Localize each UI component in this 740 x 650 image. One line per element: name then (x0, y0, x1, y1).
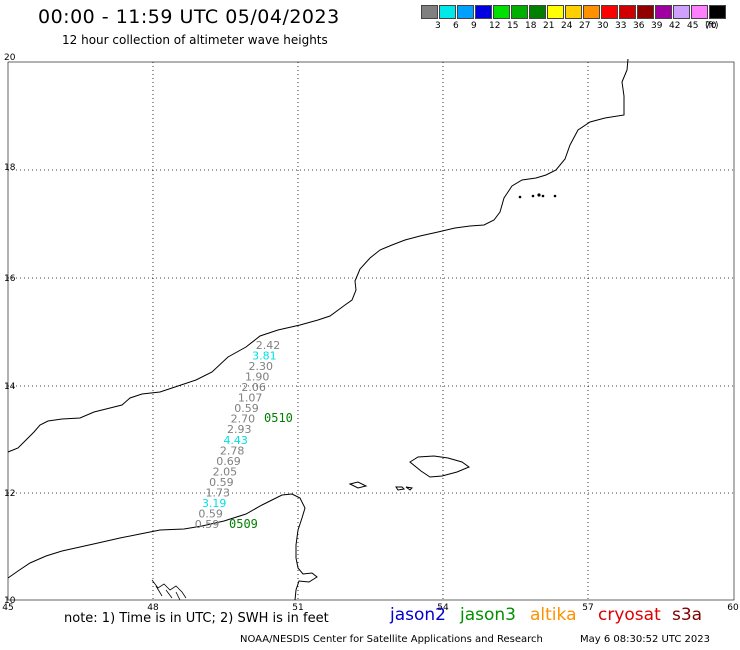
pass-time-labels: 0510 0509 (229, 411, 293, 531)
map-subtitle: 12 hour collection of altimeter wave hei… (62, 33, 328, 47)
x-axis-ticks: 45 48 51 54 57 60 (2, 603, 739, 613)
legend-label: 3 (435, 21, 441, 31)
legend-swatch (547, 5, 564, 19)
legend-label: (ft) (705, 21, 719, 31)
wave-height-value: 0.59 (195, 518, 220, 531)
x-tick-label: 60 (727, 603, 739, 613)
legend-label: 42 (669, 21, 681, 31)
footer-note: note: 1) Time is in UTC; 2) SWH is in fe… (64, 611, 329, 626)
legend-swatch (583, 5, 600, 19)
legend-swatch (565, 5, 582, 19)
wave-height-value: 1.90 (245, 371, 270, 384)
mission-jason2: jason2 (390, 605, 446, 625)
island-socotra (409, 455, 471, 478)
y-tick-label: 16 (4, 274, 16, 284)
legend-label: 33 (615, 21, 627, 31)
legend-label: 18 (525, 21, 537, 31)
wave-height-value: 0.59 (198, 508, 223, 521)
wave-height-track: 2.423.812.301.902.061.070.592.702.934.43… (195, 339, 281, 531)
wave-height-value: 1.73 (206, 486, 231, 499)
legend-label: 70 (705, 21, 717, 31)
wave-height-value: 2.93 (227, 423, 252, 436)
legend-label: 12 (489, 21, 501, 31)
y-tick-label: 12 (4, 489, 15, 499)
wave-height-value: 2.70 (231, 413, 256, 426)
legend-swatch (457, 5, 474, 19)
x-tick-label: 54 (437, 603, 449, 613)
legend-swatch (655, 5, 672, 19)
legend-label: 45 (687, 21, 699, 31)
wave-height-value: 3.81 (252, 350, 277, 363)
mission-jason3: jason3 (460, 605, 516, 625)
legend-swatch (493, 5, 510, 19)
color-scale-legend (421, 5, 727, 19)
island-samhah (395, 486, 414, 491)
legend-swatch (709, 5, 726, 19)
y-tick-label: 14 (4, 382, 16, 392)
legend-swatch (601, 5, 618, 19)
legend-swatch (673, 5, 690, 19)
legend-label: 36 (633, 21, 645, 31)
legend-swatch (619, 5, 636, 19)
x-tick-label: 51 (292, 603, 303, 613)
map-title: 00:00 - 11:59 UTC 05/04/2023 (38, 6, 340, 28)
legend-swatch (529, 5, 546, 19)
x-tick-label: 57 (582, 603, 593, 613)
legend-label: 9 (471, 21, 477, 31)
y-tick-label: 20 (4, 53, 16, 63)
legend-swatch (475, 5, 492, 19)
wave-height-value: 4.43 (223, 434, 248, 447)
pass-time-label: 0510 (264, 411, 293, 425)
wave-height-value: 2.05 (213, 465, 238, 478)
x-tick-label: 45 (2, 603, 13, 613)
legend-swatch (421, 5, 438, 19)
mission-altika: altika (530, 605, 577, 625)
y-tick-label: 18 (4, 163, 16, 173)
map-frame (7, 61, 735, 601)
y-tick-label: 10 (4, 596, 16, 606)
mission-s3a: s3a (672, 605, 703, 625)
legend-label: 39 (651, 21, 663, 31)
legend-label: 30 (597, 21, 609, 31)
coastline-arabia (7, 58, 629, 453)
y-axis-ticks: 20 18 16 14 12 10 (4, 53, 16, 606)
coastline-somalia (7, 493, 318, 601)
generated-timestamp: May 6 08:30:52 UTC 2023 (580, 634, 710, 645)
legend-label: 24 (561, 21, 573, 31)
legend-swatch (511, 5, 528, 19)
mission-cryosat: cryosat (598, 605, 661, 625)
legend-label: 21 (543, 21, 555, 31)
wave-height-value: 2.42 (256, 339, 281, 352)
wave-height-value: 2.30 (249, 360, 274, 373)
legend-label: 15 (507, 21, 519, 31)
wave-height-value: 2.06 (241, 381, 266, 394)
x-tick-label: 48 (147, 603, 159, 613)
credit-text: NOAA/NESDIS Center for Satellite Applica… (240, 634, 543, 645)
legend-swatch (637, 5, 654, 19)
legend-label: 27 (579, 21, 591, 31)
wave-height-value: 1.07 (238, 392, 263, 405)
legend-swatch (439, 5, 456, 19)
islets-kuria-muria (518, 193, 557, 199)
wave-height-value: 2.78 (220, 444, 245, 457)
graticule (8, 62, 734, 600)
pass-time-label: 0509 (229, 517, 258, 531)
wave-height-value: 3.19 (202, 497, 227, 510)
wave-height-value: 0.69 (216, 455, 241, 468)
legend-label: 6 (453, 21, 459, 31)
inland-features (151, 579, 187, 601)
wave-height-value: 0.59 (234, 402, 259, 415)
wave-height-value: 0.59 (209, 476, 234, 489)
island-abd-al-kuri (348, 481, 368, 489)
legend-swatch (691, 5, 708, 19)
